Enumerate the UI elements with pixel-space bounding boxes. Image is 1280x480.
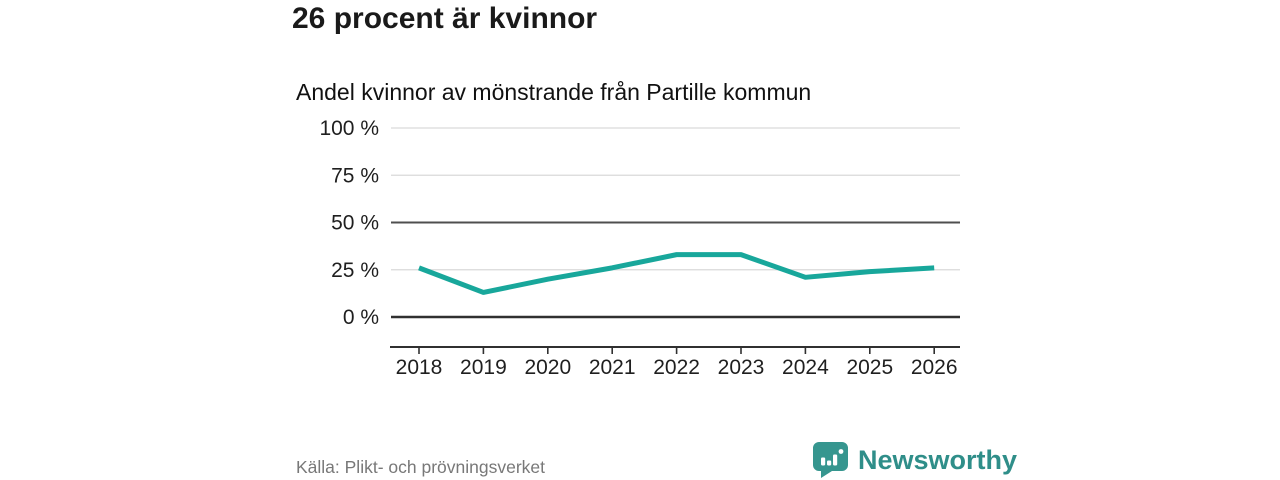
brand-wordmark: Newsworthy (858, 445, 1018, 475)
x-axis-label: 2019 (460, 356, 507, 379)
line-chart-plot: 0 % 25 % 50 % 75 % 100 % 2018 2019 2020 2021 2022… (320, 117, 960, 379)
x-axis-label: 2018 (396, 356, 443, 379)
y-axis-label: 25 % (331, 259, 379, 282)
newsworthy-chart-bubble-icon (813, 442, 848, 478)
y-axis-label: 0 % (343, 306, 379, 329)
y-axis-label: 100 % (320, 117, 379, 140)
source-attribution: Källa: Plikt- och prövningsverket (296, 457, 545, 477)
x-axis-label: 2020 (524, 356, 571, 379)
trend-line (418, 252, 935, 295)
x-axis-label: 2023 (718, 356, 765, 379)
chart-title: 26 procent är kvinnor (292, 2, 598, 35)
chart-subtitle: Andel kvinnor av mönstrande från Partill… (296, 79, 812, 105)
x-axis-label: 2024 (782, 356, 829, 379)
newsworthy-brand: Newsworthy (812, 441, 1017, 479)
x-axis-label: 2022 (653, 356, 700, 379)
x-axis-label: 2025 (846, 356, 893, 379)
y-axis-label: 75 % (331, 164, 379, 187)
x-axis-label: 2021 (589, 356, 636, 379)
x-axis-label: 2026 (911, 356, 958, 379)
y-axis-label: 50 % (331, 212, 379, 235)
